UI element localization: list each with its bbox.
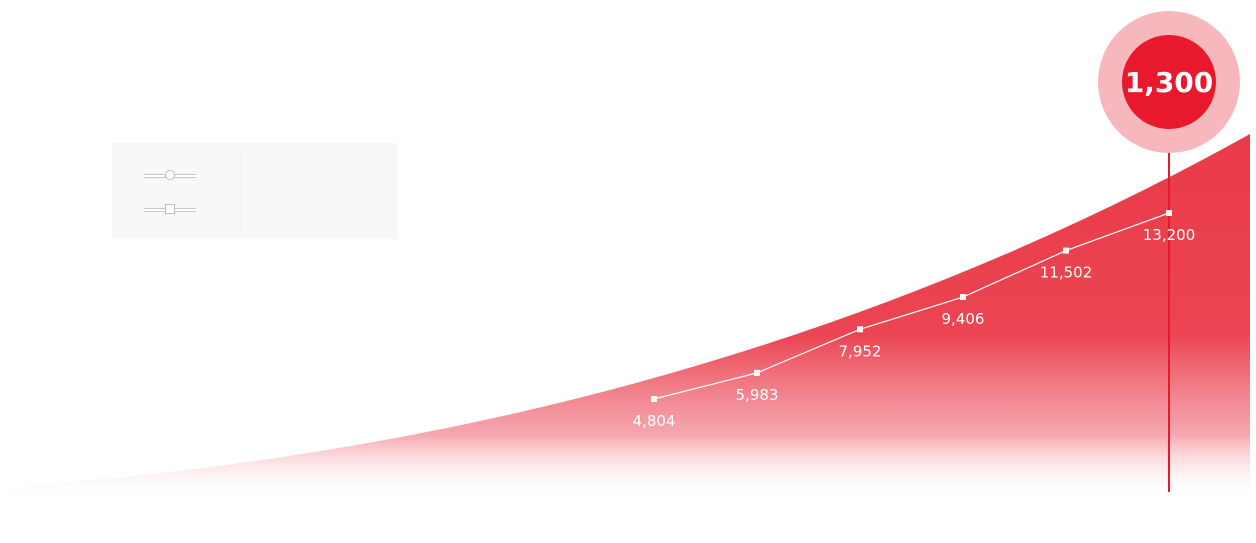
legend [112, 143, 398, 239]
highlight-bubble: 1,300 [1098, 11, 1240, 153]
data-label: 4,804 [633, 412, 676, 430]
data-label: 11,502 [1040, 264, 1093, 282]
data-point [960, 294, 966, 301]
legend-item-square [144, 200, 218, 220]
legend-item-circle [144, 166, 218, 186]
data-label: 13,200 [1143, 226, 1196, 244]
data-point [1166, 210, 1172, 216]
data-point [651, 396, 657, 402]
data-point [754, 369, 760, 376]
series-layer: 4,804 5,983 7,952 9,406 11,502 13,200 [633, 210, 1196, 430]
data-label: 5,983 [736, 386, 779, 404]
growth-area [5, 134, 1250, 500]
legend-swatch-circle [144, 166, 196, 186]
data-point [857, 326, 863, 333]
data-label: 9,406 [942, 310, 985, 328]
data-point [1063, 247, 1069, 254]
highlight-value: 1,300 [1125, 66, 1214, 99]
legend-swatch-square [144, 200, 196, 220]
legend-divider [240, 153, 241, 231]
circle-marker-icon [165, 170, 175, 180]
series-line [653, 212, 1170, 400]
square-marker-icon [165, 204, 175, 214]
highlight-bubble-inner [1122, 35, 1216, 129]
data-label: 7,952 [839, 342, 882, 360]
